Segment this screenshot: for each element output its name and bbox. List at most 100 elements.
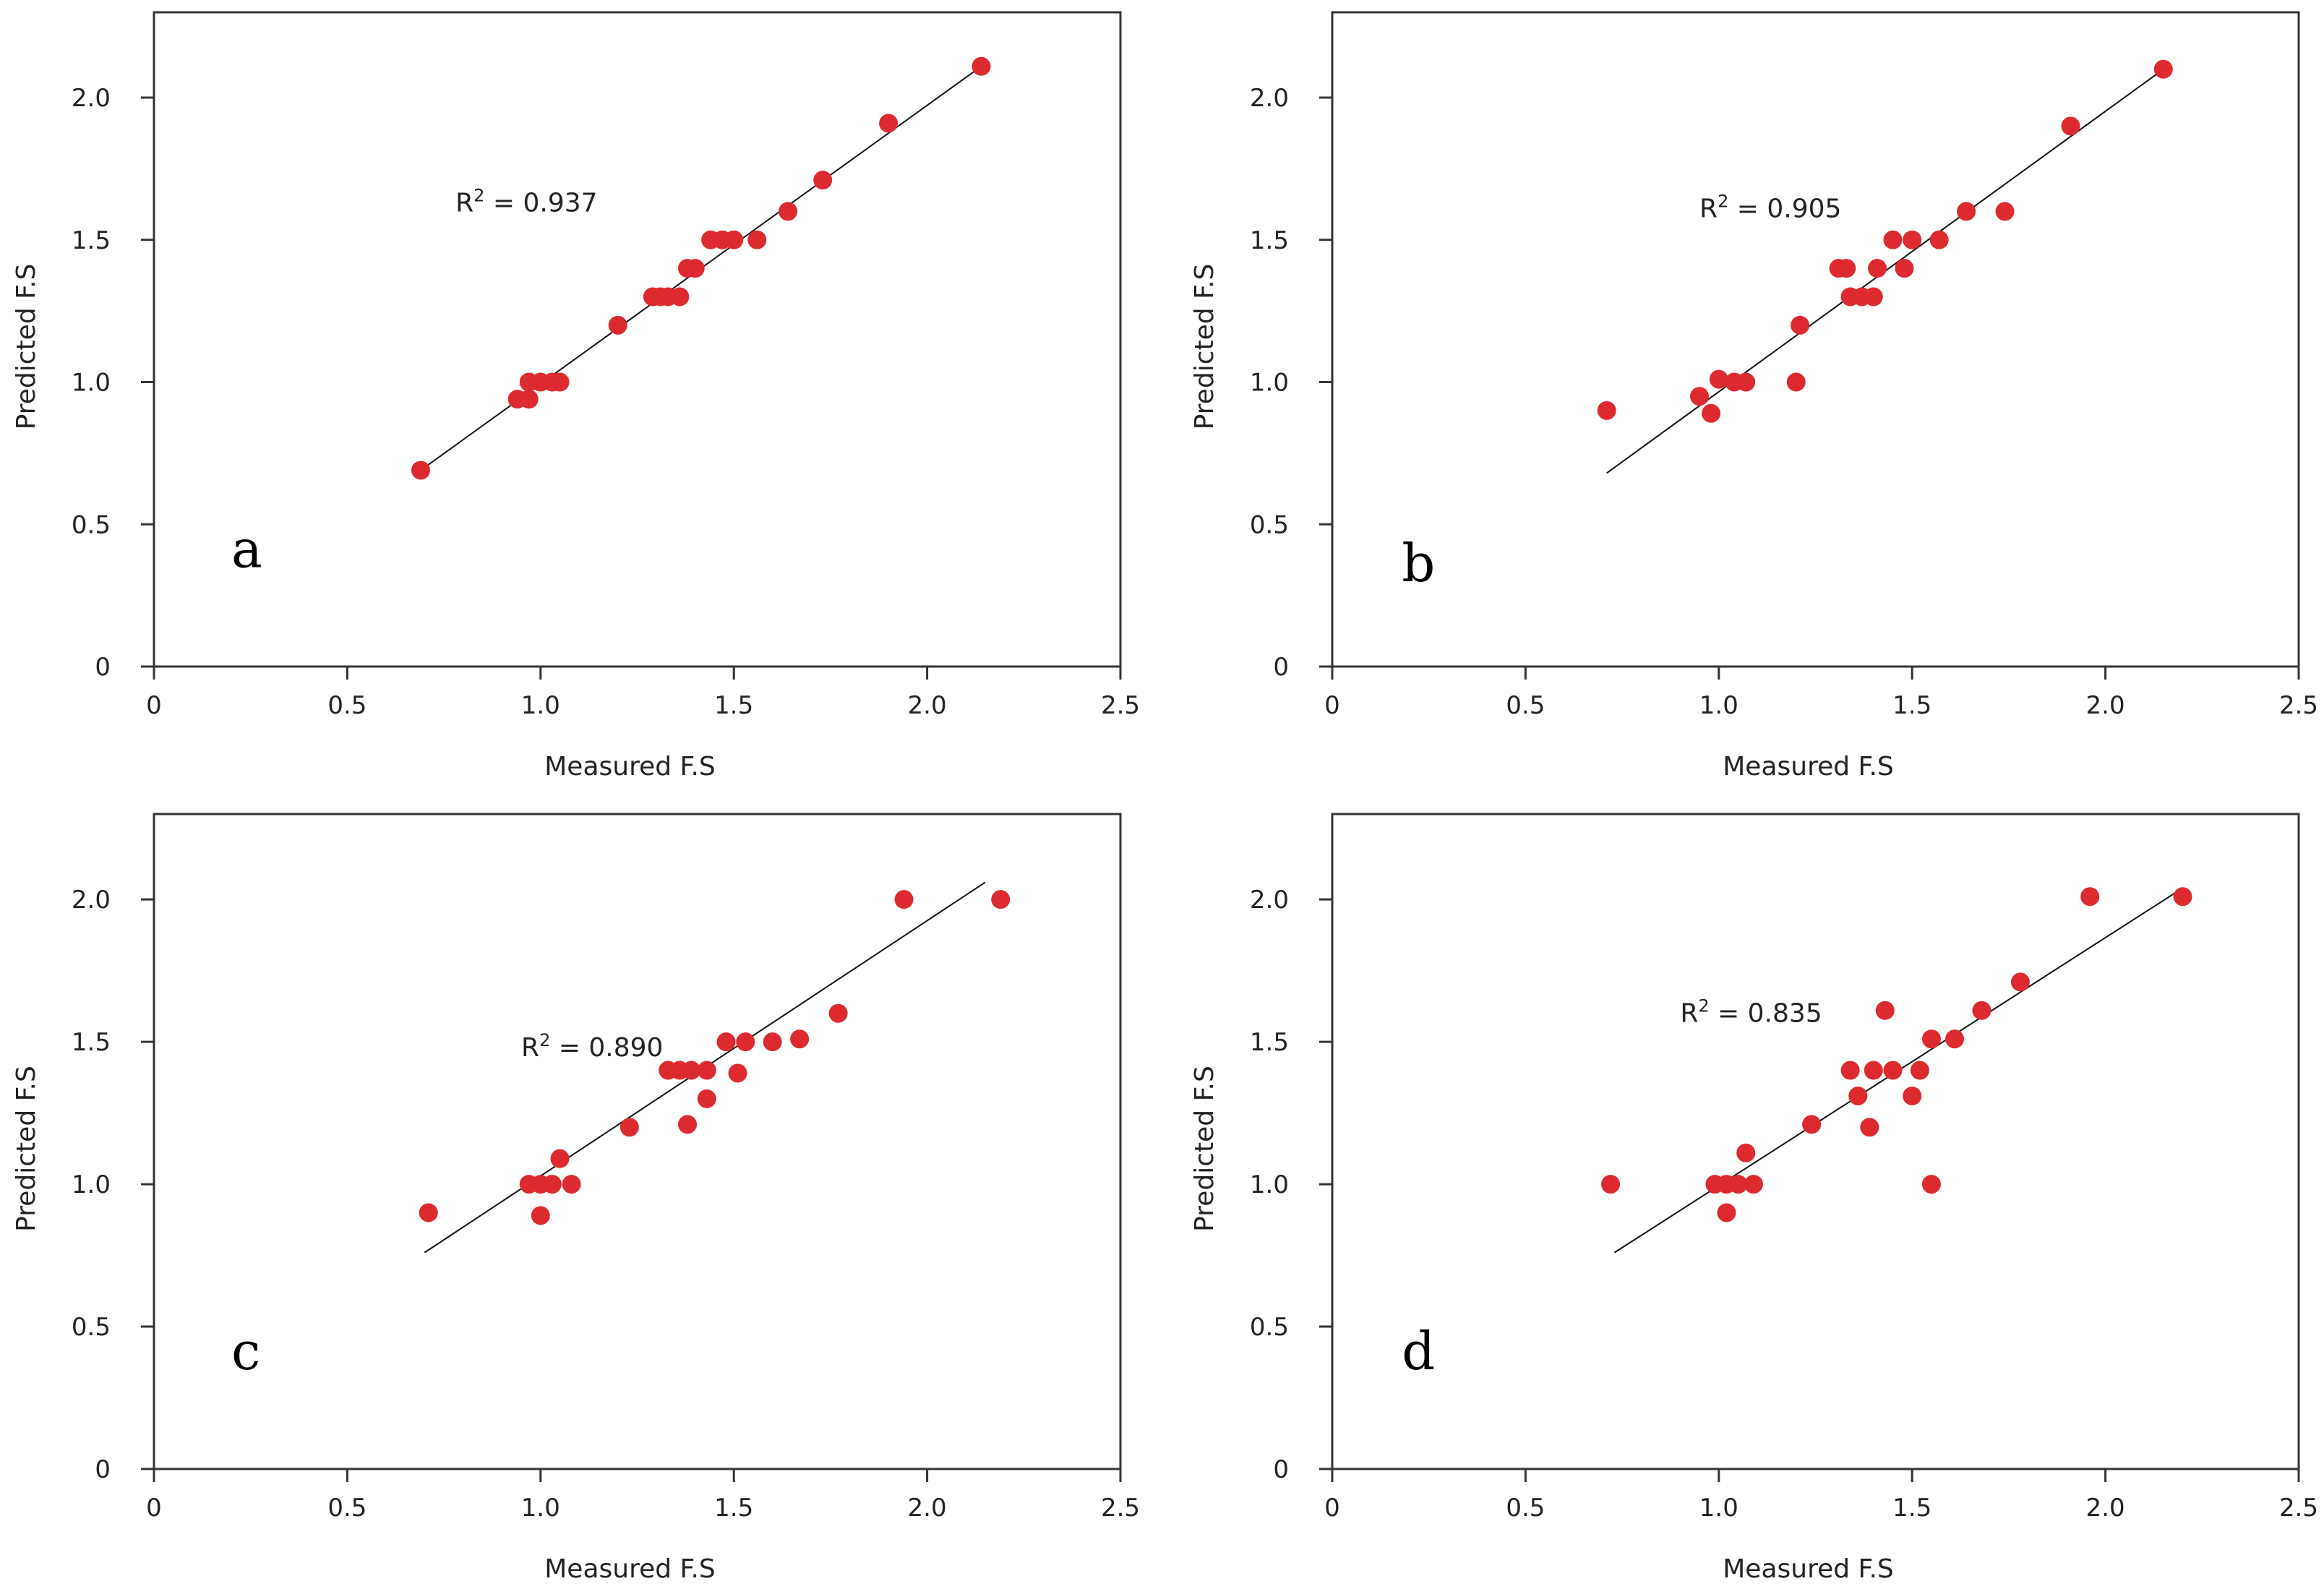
x-tick-label-b: 0: [1324, 691, 1340, 720]
data-point-d: [1860, 1118, 1879, 1137]
y-tick-label-a: 2.0: [72, 84, 111, 113]
data-point-b: [1929, 230, 1949, 249]
data-point-b: [1736, 372, 1756, 392]
data-point-d: [1728, 1175, 1748, 1194]
data-point-c: [531, 1206, 550, 1225]
data-point-c: [716, 1032, 736, 1052]
x-tick-label-a: 1.0: [521, 691, 560, 720]
data-point-c: [894, 890, 914, 909]
data-point-c: [790, 1029, 810, 1049]
data-point-a: [779, 202, 798, 221]
data-point-c: [542, 1175, 562, 1194]
data-point-d: [1921, 1175, 1941, 1194]
x-axis-title-b: Measured F.S: [1723, 752, 1894, 781]
panel-letter-b: b: [1402, 533, 1435, 594]
x-tick-label-d: 2.5: [2279, 1494, 2318, 1522]
data-point-d: [1945, 1029, 1965, 1049]
x-axis-title-c: Measured F.S: [544, 1554, 716, 1584]
y-tick-label-b: 1.0: [1250, 369, 1289, 398]
data-point-a: [724, 230, 744, 249]
x-tick-label-d: 1.5: [1892, 1494, 1931, 1522]
data-point-a: [519, 390, 539, 409]
data-point-d: [1972, 1001, 1991, 1020]
x-tick-label-c: 2.0: [908, 1494, 947, 1522]
x-tick-label-b: 2.5: [2279, 691, 2318, 720]
x-tick-label-b: 2.0: [2086, 691, 2125, 720]
data-point-b: [1895, 259, 1914, 278]
x-tick-label-a: 2.5: [1101, 691, 1140, 720]
data-point-b: [1903, 230, 1922, 249]
y-tick-label-d: 0.5: [1250, 1313, 1289, 1342]
y-tick-label-c: 0.5: [72, 1313, 111, 1342]
data-point-b: [1995, 202, 2015, 221]
y-tick-label-b: 0.5: [1250, 510, 1289, 539]
data-point-c: [697, 1061, 716, 1080]
data-point-a: [972, 56, 991, 76]
data-point-a: [608, 315, 627, 335]
data-point-a: [747, 230, 767, 249]
data-point-b: [1957, 202, 1976, 221]
panel-b: 0 0.5 1.0 1.5 2.0 2.5 0 0.5 1.0 1.5 2.0 Measured F.…: [1190, 11, 2318, 781]
data-point-d: [1744, 1175, 1763, 1194]
data-point-a: [813, 171, 833, 190]
y-tick-label-a: 0: [95, 653, 111, 682]
data-point-d: [2080, 887, 2100, 907]
x-tick-label-a: 1.5: [714, 691, 753, 720]
data-point-b: [1690, 387, 1710, 406]
data-point-d: [1903, 1086, 1922, 1105]
data-point-d: [1601, 1175, 1621, 1194]
data-point-a: [685, 259, 705, 278]
x-tick-label-c: 0.5: [327, 1494, 366, 1522]
y-tick-label-c: 0: [95, 1455, 111, 1484]
x-axis-title-d: Measured F.S: [1723, 1554, 1894, 1584]
y-tick-label-c: 1.5: [72, 1028, 111, 1057]
data-point-c: [763, 1032, 782, 1052]
x-tick-label-c: 0: [146, 1494, 162, 1522]
y-tick-label-c: 2.0: [72, 886, 111, 915]
data-point-b: [1868, 259, 1887, 278]
data-point-a: [879, 113, 899, 133]
data-point-d: [1910, 1061, 1929, 1080]
y-axis-title-d: Predicted F.S: [1190, 1066, 1219, 1232]
data-point-c: [728, 1063, 747, 1083]
data-point-d: [1864, 1061, 1883, 1080]
panel-d: 0 0.5 1.0 1.5 2.0 2.5 0 0.5 1.0 1.5 2.0 Measured F.…: [1190, 813, 2318, 1584]
panel-c: 0 0.5 1.0 1.5 2.0 2.5 0 0.5 1.0 1.5 2.0 Measured F.…: [12, 813, 1140, 1584]
x-tick-label-c: 1.0: [521, 1494, 560, 1522]
data-point-a: [550, 372, 570, 392]
y-tick-label-c: 1.0: [72, 1170, 111, 1199]
x-tick-label-c: 2.5: [1101, 1494, 1140, 1522]
data-point-b: [1791, 315, 1810, 335]
x-axis-title-a: Measured F.S: [544, 752, 716, 781]
data-point-d: [1921, 1029, 1941, 1049]
data-point-a: [670, 287, 690, 307]
y-tick-label-d: 0: [1273, 1455, 1289, 1484]
data-point-c: [619, 1118, 639, 1137]
y-axis-title-c: Predicted F.S: [12, 1066, 41, 1232]
y-axis-title-a: Predicted F.S: [12, 264, 41, 430]
data-point-d: [1848, 1086, 1868, 1105]
data-point-b: [1709, 369, 1728, 389]
plot-frame-a: [153, 11, 1122, 668]
panel-letter-c: c: [231, 1321, 260, 1382]
data-point-d: [1717, 1203, 1736, 1222]
y-tick-label-b: 2.0: [1250, 84, 1289, 113]
x-tick-label-a: 2.0: [908, 691, 947, 720]
data-point-c: [419, 1203, 438, 1222]
data-point-d: [1840, 1061, 1860, 1080]
y-tick-label-b: 0: [1273, 653, 1289, 682]
y-tick-label-b: 1.5: [1250, 226, 1289, 255]
data-point-c: [678, 1115, 698, 1134]
data-point-b: [1883, 230, 1903, 249]
data-point-c: [682, 1061, 701, 1080]
plot-frame-d: [1331, 813, 2300, 1470]
data-point-b: [1864, 287, 1883, 307]
r-squared-label-b: R2 = 0.905: [1699, 191, 1841, 223]
data-point-d: [1802, 1115, 1822, 1134]
data-point-c: [697, 1089, 716, 1108]
x-tick-label-c: 1.5: [714, 1494, 753, 1522]
data-point-b: [2061, 116, 2080, 136]
y-tick-label-d: 1.0: [1250, 1170, 1289, 1199]
x-tick-label-d: 0: [1324, 1494, 1340, 1522]
